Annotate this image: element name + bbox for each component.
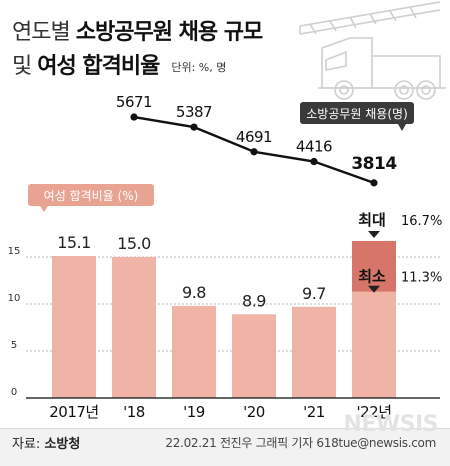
title-line-1: 연도별 소방공무원 채용 규모 (12, 14, 263, 46)
x-tick-label: '21 (303, 403, 325, 421)
line-legend-label: 소방공무원 채용(명) (306, 107, 408, 121)
hiring-point (190, 123, 198, 131)
unit-note: 단위: %, 명 (171, 61, 227, 74)
bar (172, 305, 216, 398)
line-legend-pill (300, 102, 414, 124)
range-min-label: 최소 (358, 268, 386, 286)
bar-legend-label: 여성 합격비율 (%) (44, 189, 139, 203)
hiring-value-label: 5671 (116, 93, 152, 111)
bar (52, 256, 96, 398)
title-line-2: 및 여성 합격비율 단위: %, 명 (12, 48, 226, 80)
min-arrow-icon (368, 285, 380, 293)
bar-value-label: 9.8 (182, 283, 206, 302)
bar (292, 306, 336, 398)
credit-line: 22.02.21 전진우 그래픽 기자 618tue@newsis.com (165, 436, 436, 450)
fire-truck-icon (299, 1, 446, 100)
hiring-value-label: 4691 (236, 128, 272, 146)
y-tick-label: 5 (11, 340, 17, 351)
range-max-value: 16.7% (401, 214, 442, 229)
title-prefix: 연도별 (12, 20, 71, 45)
max-arrow-icon (368, 230, 380, 238)
x-tick-label: '22년 (356, 403, 391, 421)
source-value: 소방청 (44, 437, 81, 452)
x-tick-label: '20 (243, 403, 265, 421)
line-legend-pointer-icon (398, 124, 406, 131)
bar-legend-pill (28, 184, 154, 206)
footer-bar (0, 428, 450, 466)
y-tick-label: 15 (8, 246, 21, 257)
title-sub: 여성 합격비율 (37, 54, 160, 79)
title-main: 소방공무원 채용 규모 (75, 20, 263, 45)
x-tick-label: '19 (183, 403, 205, 421)
title-conjunction: 및 (12, 54, 32, 79)
y-tick-label: 0 (11, 387, 17, 398)
hiring-value-label: 4416 (296, 138, 332, 156)
hiring-point (310, 157, 318, 166)
y-tick-label: 10 (8, 293, 21, 304)
bar-value-label: 9.7 (302, 284, 326, 303)
bar-value-label: 8.9 (242, 291, 266, 310)
x-tick-label: '18 (123, 403, 145, 421)
bar (352, 291, 396, 398)
x-tick-label: 2017년 (49, 403, 98, 421)
source-label: 자료: (12, 437, 41, 452)
hiring-point (370, 179, 378, 187)
bar-value-label: 15.0 (117, 234, 151, 253)
source-note: 자료: 소방청 (12, 433, 80, 452)
range-min-value: 11.3% (401, 271, 442, 286)
hiring-point (250, 148, 258, 156)
watermark-logo: NEWSIS (343, 412, 438, 437)
hiring-value-label: 3814 (351, 154, 397, 174)
hiring-point (130, 113, 138, 121)
bar (112, 256, 156, 398)
bar-legend-pointer-icon (40, 206, 48, 212)
bar (232, 314, 276, 398)
range-max-label: 최대 (358, 211, 386, 229)
bar-value-label: 15.1 (57, 233, 91, 252)
hiring-value-label: 5387 (176, 103, 212, 121)
bar-range-segment (352, 240, 396, 292)
